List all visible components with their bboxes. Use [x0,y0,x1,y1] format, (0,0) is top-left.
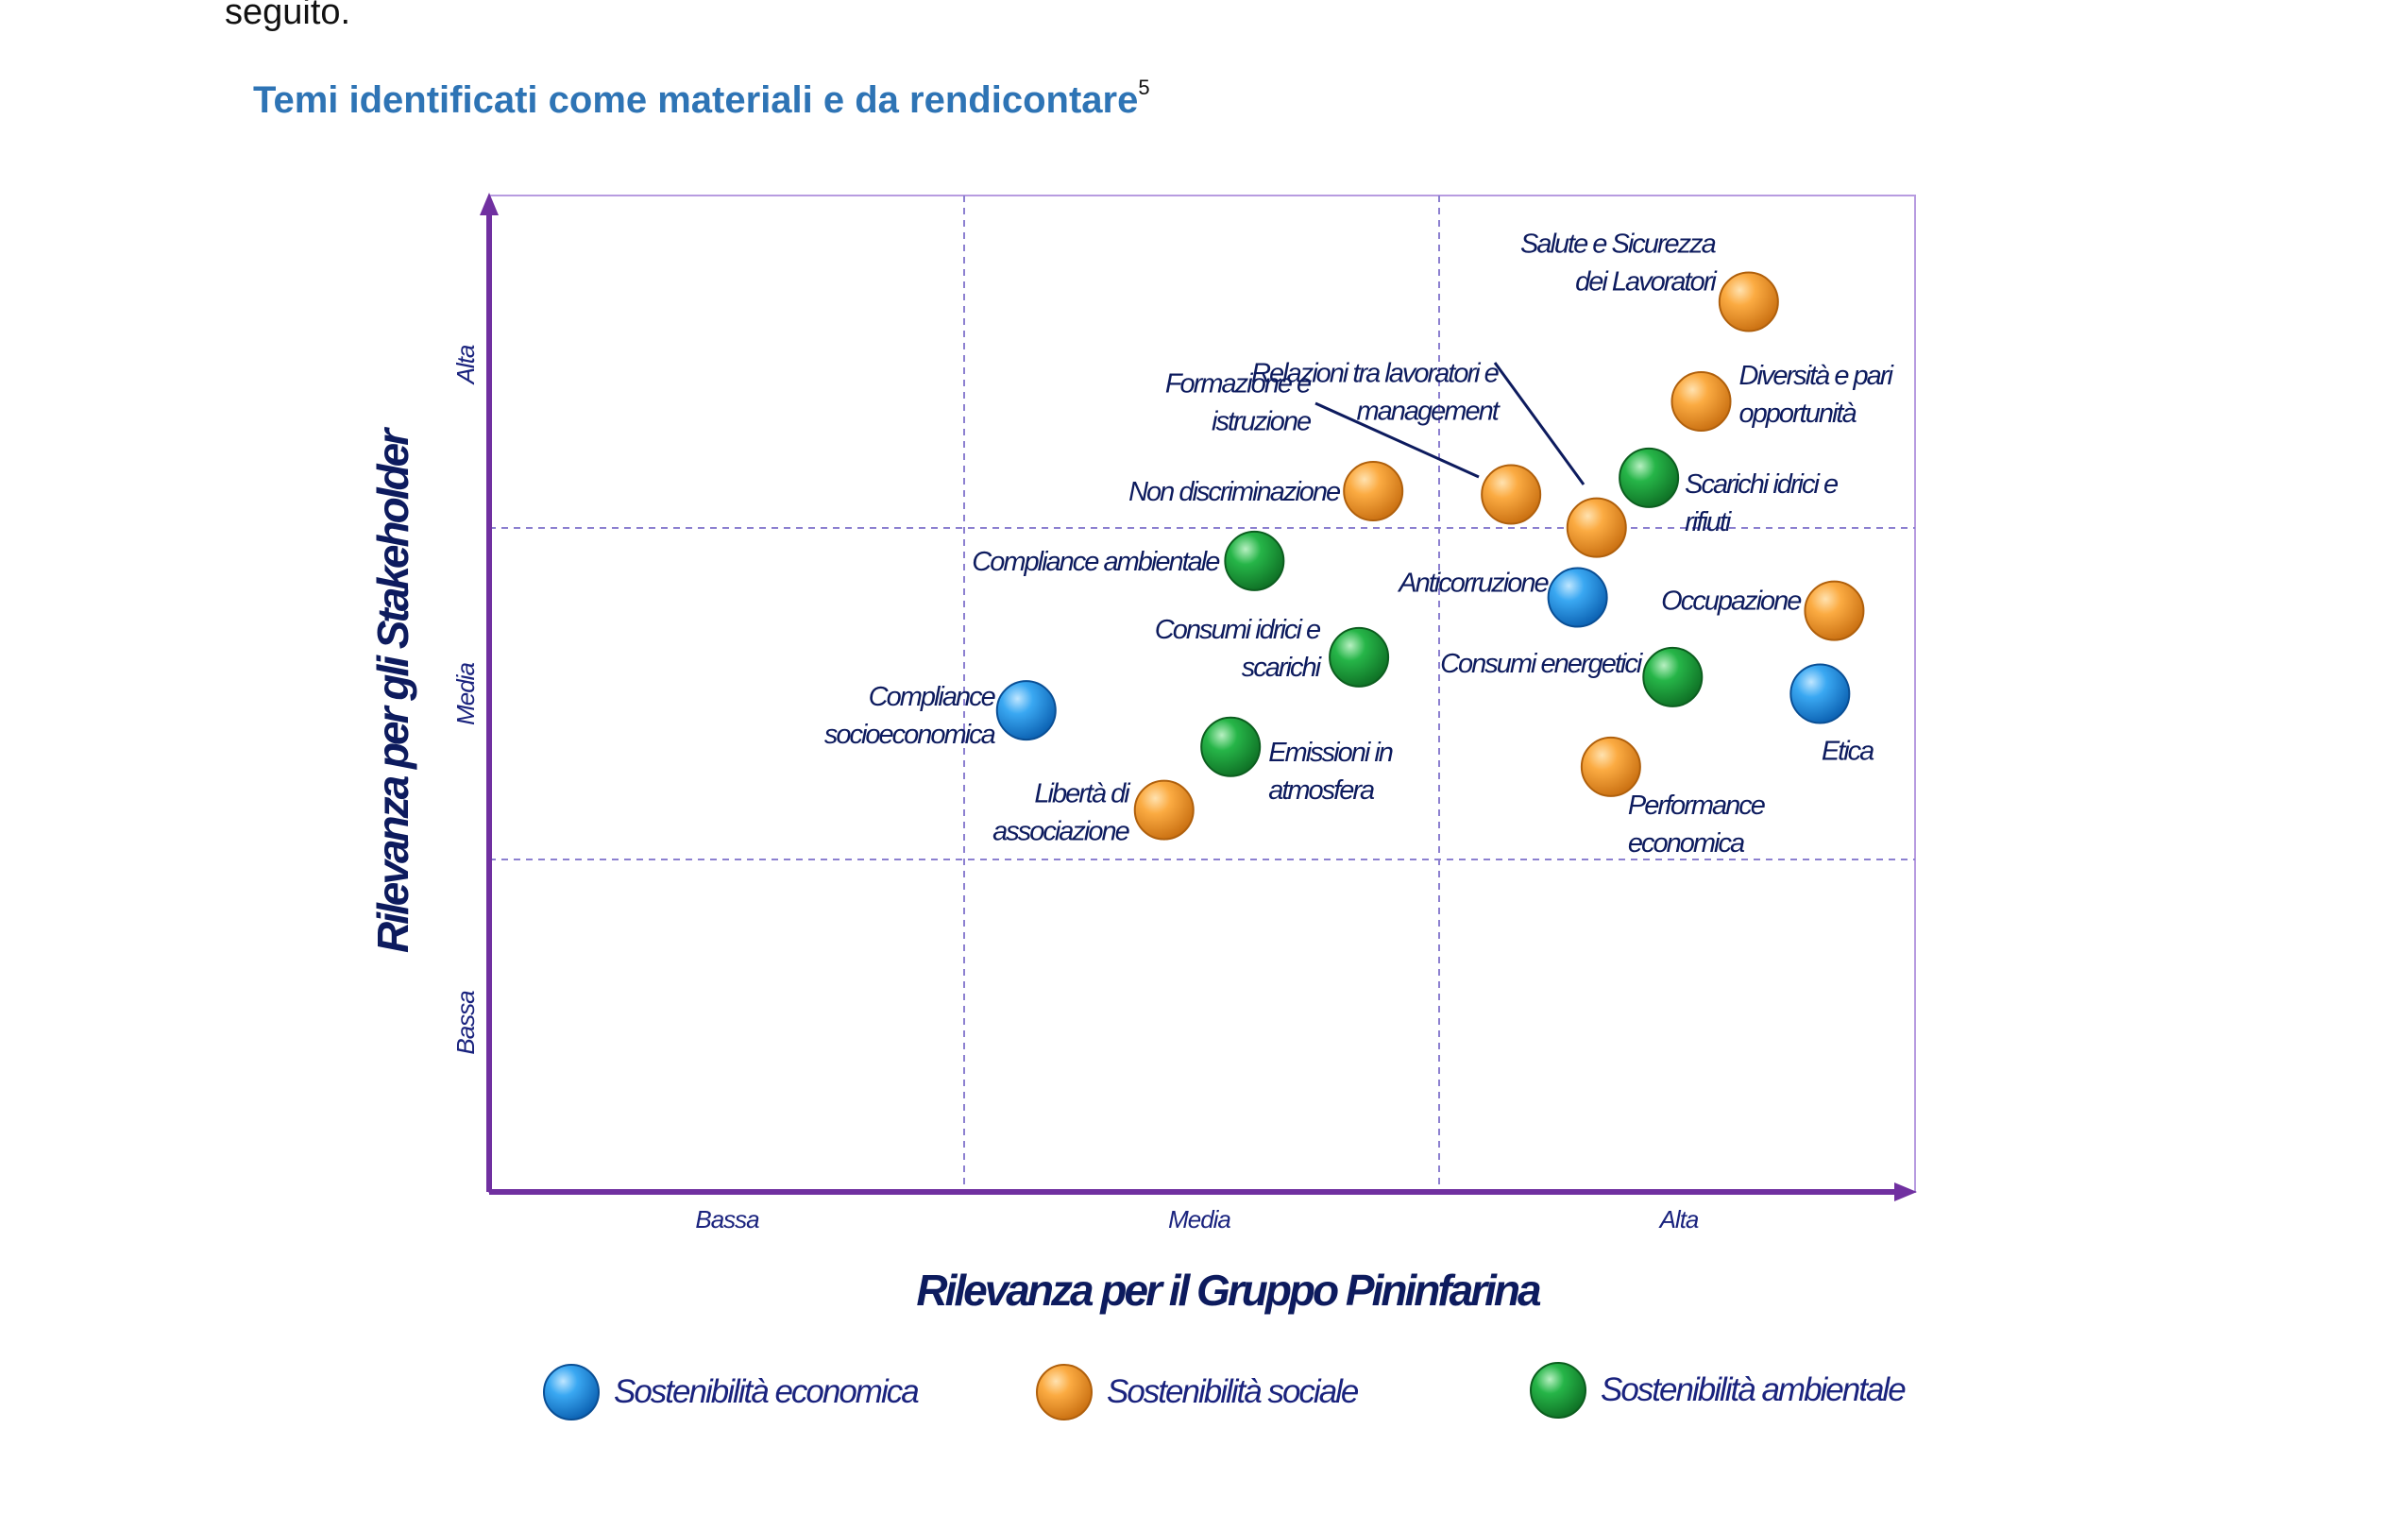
point-label-line: Scarichi idrici e [1685,469,1839,500]
point-label-diversita-e-pari-opportunita: Diversità e pari opportunità [1739,361,1895,429]
legend-marker-economica [543,1364,600,1420]
point-label-line: management [1356,397,1501,427]
point-label-line: Compliance ambientale [972,547,1220,577]
x-tick-media: Media [1168,1205,1230,1233]
point-label-line: Occupazione [1661,587,1802,617]
point-label-line: Non discriminazione [1128,477,1341,507]
legend-item-ambientale: Sostenibilità ambientale [1530,1362,1908,1419]
legend: Sostenibilità economica Sostenibilità so… [543,1362,1908,1420]
point-label-line: Anticorruzione [1397,569,1549,599]
point-label-liberta-di-associazione: Libertà di associazione [992,779,1131,847]
intro-text: seguito. [225,0,351,32]
point-label-emissioni-in-atmosfera: Emissioni in atmosfera [1268,738,1393,806]
point-label-line: dei Lavoratori [1575,267,1718,298]
point-etica [1789,663,1851,724]
leader-lines [1314,362,1586,485]
x-tick-alta: Alta [1658,1205,1699,1233]
legend-label-ambientale: Sostenibilità ambientale [1601,1371,1906,1408]
x-tick-labels: Bassa Media Alta [695,1205,1700,1233]
point-label-scarichi-idrici-e-rifiuti: Scarichi idrici e rifiuti [1685,469,1839,537]
point-formazione-e-istruzione [1481,464,1542,525]
leader-line-relazioni [1493,362,1586,485]
y-axis-arrow [480,193,499,215]
title-footnote[interactable]: 5 [1138,76,1150,99]
point-liberta-di-associazione [1133,779,1195,841]
point-label-line: Compliance [869,682,996,712]
point-label-line: Consumi energetici [1440,649,1644,679]
point-compliance-ambientale [1224,530,1285,591]
point-label-anticorruzione: Anticorruzione [1397,569,1549,599]
chart-title-text: Temi identificati come materiali e da re… [253,79,1139,121]
x-axis-title: Rilevanza per il Gruppo Pininfarina [916,1266,1541,1315]
legend-marker-sociale [1036,1364,1093,1420]
grid-lines [489,196,1915,1192]
legend-item-sociale: Sostenibilità sociale [1036,1364,1361,1420]
y-tick-media: Media [451,663,480,725]
point-label-salute-e-sicurezza-dei-lavoratori: Salute e Sicurezza dei Lavoratori [1520,230,1718,298]
point-label-line: Salute e Sicurezza [1520,230,1717,260]
point-label-line: rifiuti [1685,507,1733,537]
point-label-non-discriminazione: Non discriminazione [1128,477,1341,507]
point-label-line: associazione [992,817,1130,847]
y-axis-title: Rilevanza per gli Stakeholder [368,427,417,953]
point-label-line: Emissioni in [1268,738,1393,768]
point-label-compliance-ambientale: Compliance ambientale [972,547,1220,577]
point-label-line: Diversità e pari [1739,361,1895,391]
y-tick-alta: Alta [451,345,480,385]
point-scarichi-idrici-e-rifiuti [1619,447,1680,508]
point-label-line: istruzione [1212,407,1312,437]
point-label-line: Performance [1628,791,1766,821]
legend-label-economica: Sostenibilità economica [614,1373,919,1410]
x-tick-bassa: Bassa [695,1205,759,1233]
point-label-consumi-idrici-e-scarichi: Consumi idrici e scarichi [1155,615,1323,683]
point-label-line: Libertà di [1034,779,1131,809]
point-label-line: Formazione e [1165,369,1312,400]
point-label-formazione-e-istruzione: Formazione e istruzione [1165,369,1312,437]
point-label-line: opportunità [1739,399,1857,429]
chart-title: Temi identificati come materiali e da re… [253,76,1150,122]
y-tick-labels: Bassa Media Alta [451,345,480,1055]
legend-label-sociale: Sostenibilità sociale [1107,1373,1359,1410]
y-tick-bassa: Bassa [451,991,480,1055]
point-consumi-energetici [1642,646,1704,707]
point-label-line: atmosfera [1268,775,1375,806]
point-label-line: Consumi idrici e [1155,615,1321,645]
point-label-line: economica [1628,828,1745,859]
point-compliance-socioeconomica [995,680,1057,741]
point-occupazione [1804,580,1865,641]
point-label-etica: Etica [1822,737,1874,767]
data-points [995,271,1865,841]
legend-marker-ambientale [1530,1362,1586,1419]
point-label-compliance-socioeconomica: Compliance socioeconomica [824,682,996,750]
data-labels: Salute e Sicurezza dei Lavoratori Diversit… [824,230,1897,859]
x-axis-arrow [1894,1182,1917,1201]
point-label-relazioni-tra-lavoratori-e-management: Relazioni tra lavoratori e management [1251,359,1501,427]
point-non-discriminazione [1343,460,1404,521]
point-label-line: Relazioni tra lavoratori e [1251,359,1500,389]
point-consumi-idrici-e-scarichi [1329,626,1390,688]
point-emissioni-in-atmosfera [1200,716,1262,777]
point-salute-e-sicurezza-dei-lavoratori [1718,271,1779,332]
leader-line-formazione [1314,401,1480,479]
point-label-consumi-energetici: Consumi energetici [1440,649,1644,679]
point-relazioni-tra-lavoratori-e-management [1566,497,1627,558]
point-performance-economica [1580,736,1641,797]
plot-frame [488,195,1916,1193]
point-label-line: scarichi [1242,653,1323,683]
point-label-performance-economica: Performance economica [1628,791,1766,859]
point-label-line: Etica [1822,737,1874,767]
point-anticorruzione [1547,567,1608,628]
point-label-occupazione: Occupazione [1661,587,1802,617]
legend-item-economica: Sostenibilità economica [543,1364,921,1420]
point-diversita-e-pari-opportunita [1670,371,1732,433]
point-label-line: socioeconomica [824,720,996,750]
